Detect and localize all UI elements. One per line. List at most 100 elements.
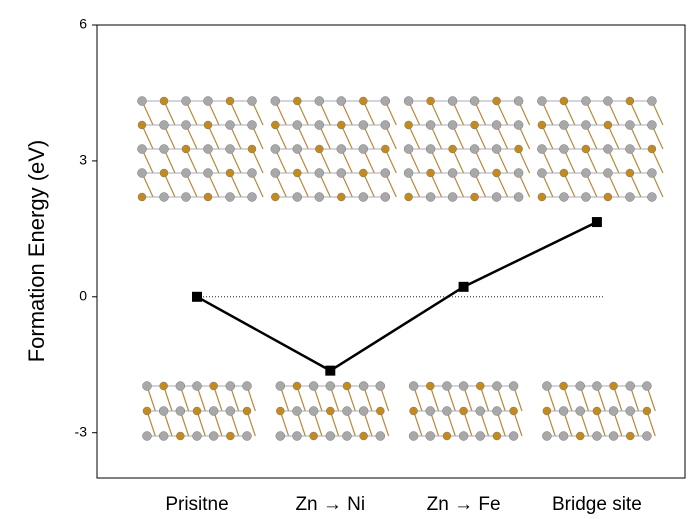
atom — [182, 121, 191, 130]
y-tick-label: 0 — [79, 288, 87, 304]
atom — [492, 382, 501, 391]
atom — [271, 145, 280, 154]
atom — [204, 145, 213, 154]
atom — [204, 97, 213, 106]
atom — [337, 121, 345, 129]
atom — [309, 407, 318, 416]
atom — [337, 145, 346, 154]
atom — [326, 407, 334, 415]
atom — [427, 97, 435, 105]
atom — [182, 145, 190, 153]
atom — [603, 97, 612, 106]
atom — [293, 169, 301, 177]
atom — [359, 145, 368, 154]
atom — [315, 169, 324, 178]
structure-images — [138, 97, 663, 441]
atom — [182, 169, 191, 178]
y-tick-label: 6 — [79, 16, 87, 32]
atom — [625, 121, 634, 130]
atom — [448, 121, 457, 130]
atom — [625, 145, 634, 154]
atom — [626, 97, 634, 105]
atom — [603, 145, 612, 154]
atom — [405, 193, 413, 201]
atom — [226, 407, 235, 416]
y-tick-label: 3 — [79, 152, 87, 168]
atom — [292, 407, 301, 416]
chart: Formation Energy (eV) -3036PrisitneZn → … — [0, 0, 691, 519]
atom — [337, 169, 346, 178]
atom — [426, 407, 435, 416]
atom — [248, 169, 257, 178]
atom — [459, 382, 468, 391]
atom — [576, 432, 584, 440]
atom — [204, 193, 212, 201]
atom — [509, 382, 518, 391]
atom — [537, 169, 546, 178]
x-tick-label: Zn → Ni — [295, 494, 365, 515]
atom — [410, 407, 418, 415]
atom — [593, 407, 601, 415]
atom — [248, 97, 257, 106]
atom — [559, 121, 568, 130]
atom — [226, 193, 235, 202]
atom — [559, 193, 568, 202]
atom — [603, 169, 612, 178]
atom — [160, 121, 169, 130]
atom — [276, 407, 284, 415]
x-tick-label: Bridge site — [552, 494, 642, 515]
atom — [542, 432, 551, 441]
y-axis-label: Formation Energy (eV) — [24, 140, 49, 363]
atom — [138, 169, 147, 178]
atom — [604, 193, 612, 201]
atom — [559, 407, 568, 416]
atom — [193, 407, 201, 415]
atom — [160, 97, 168, 105]
atom — [138, 121, 146, 129]
atom — [470, 145, 479, 154]
atom — [337, 97, 346, 106]
atom — [509, 432, 518, 441]
atom — [376, 382, 385, 391]
atom — [443, 432, 451, 440]
atom — [409, 432, 418, 441]
atom — [381, 97, 390, 106]
atom — [581, 193, 590, 202]
atom — [138, 97, 147, 106]
atom — [271, 121, 279, 129]
atom — [648, 145, 656, 153]
atom — [582, 145, 590, 153]
atom — [460, 407, 468, 415]
atom — [243, 407, 251, 415]
atom — [626, 407, 635, 416]
atom — [226, 382, 235, 391]
atom — [315, 97, 324, 106]
atom — [476, 382, 484, 390]
atom — [592, 382, 601, 391]
atom — [160, 382, 168, 390]
atom — [342, 432, 351, 441]
atom — [404, 169, 413, 178]
atom — [160, 193, 169, 202]
atom — [315, 193, 324, 202]
atom — [576, 407, 585, 416]
atom — [381, 145, 389, 153]
atom — [404, 97, 413, 106]
atom — [592, 432, 601, 441]
atom — [293, 145, 302, 154]
atom — [342, 407, 351, 416]
atom — [359, 97, 367, 105]
atom — [643, 407, 651, 415]
atom — [625, 193, 634, 202]
atom — [376, 407, 384, 415]
atom — [176, 382, 185, 391]
atom — [492, 193, 501, 202]
atom — [209, 407, 218, 416]
atom — [514, 169, 523, 178]
atom — [226, 432, 234, 440]
data-point — [192, 292, 202, 302]
atom — [448, 193, 457, 202]
atom — [143, 407, 151, 415]
atom — [315, 121, 324, 130]
atom — [537, 145, 546, 154]
